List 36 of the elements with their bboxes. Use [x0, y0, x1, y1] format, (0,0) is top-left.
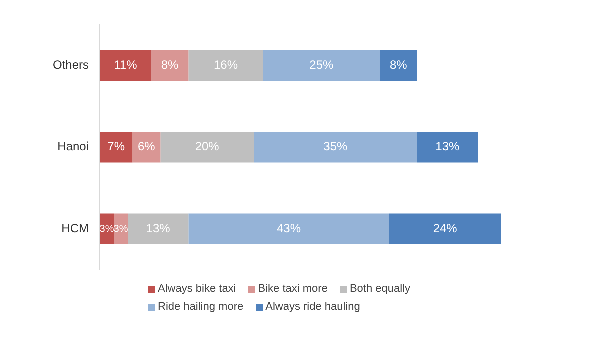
bar — [160, 132, 254, 163]
bar — [100, 50, 152, 82]
legend-label: Ride hailing more — [157, 301, 244, 313]
data-label: 13% — [146, 221, 171, 236]
bar — [188, 50, 264, 82]
y-tick-label: Others — [52, 58, 90, 72]
bar — [100, 132, 133, 163]
data-label: 43% — [276, 221, 302, 236]
bar — [417, 132, 478, 163]
data-label: 20% — [195, 140, 220, 154]
bar — [128, 214, 189, 244]
data-label: 8% — [390, 58, 408, 72]
data-label: 11% — [114, 58, 138, 72]
bar — [380, 50, 418, 82]
data-label: 25% — [310, 58, 334, 72]
legend-label: Both equally — [348, 283, 411, 295]
bar — [132, 132, 161, 163]
legend-label: Bike taxi more — [257, 283, 328, 295]
y-tick-label: HCM — [62, 221, 90, 236]
data-label: 3% — [114, 224, 128, 235]
bar — [188, 214, 390, 244]
data-label: 8% — [161, 58, 180, 72]
bar — [263, 50, 380, 82]
legend-label: Always ride hauling — [264, 301, 360, 313]
data-label: 6% — [138, 140, 156, 154]
legend-label: Always bike taxi — [157, 283, 236, 295]
data-label: 16% — [214, 58, 238, 72]
data-label: 3% — [100, 224, 114, 235]
y-tick-label: Hanoi — [58, 140, 90, 154]
bar — [151, 50, 189, 82]
bar — [254, 132, 418, 163]
data-label: 7% — [108, 140, 126, 154]
data-label: 24% — [433, 221, 458, 236]
data-label: 35% — [324, 140, 348, 154]
bar — [389, 214, 502, 244]
data-label: 13% — [436, 140, 460, 154]
